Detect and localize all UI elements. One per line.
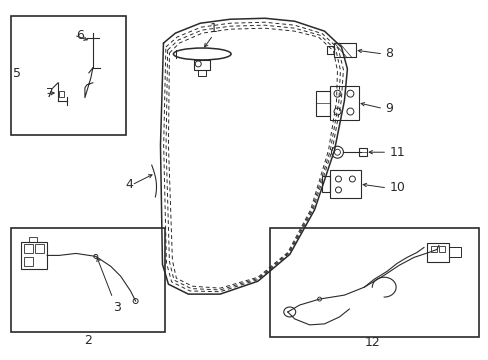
Bar bbox=[29, 237, 37, 242]
Bar bbox=[194, 60, 210, 70]
Bar bbox=[59, 91, 64, 96]
Bar bbox=[269, 228, 478, 337]
Bar bbox=[329, 86, 359, 121]
Bar bbox=[11, 16, 125, 135]
Bar bbox=[448, 247, 460, 257]
Bar bbox=[21, 242, 47, 269]
Bar bbox=[24, 244, 33, 253]
Bar bbox=[438, 247, 444, 252]
Text: 3: 3 bbox=[113, 301, 121, 314]
Bar bbox=[359, 148, 366, 156]
Bar bbox=[35, 244, 44, 253]
Text: 8: 8 bbox=[385, 48, 392, 60]
Text: 7: 7 bbox=[46, 87, 54, 100]
Text: 11: 11 bbox=[388, 146, 404, 159]
Text: 1: 1 bbox=[209, 22, 217, 35]
Bar bbox=[321, 176, 329, 192]
Text: 12: 12 bbox=[364, 336, 379, 349]
Text: 2: 2 bbox=[84, 334, 92, 347]
Bar bbox=[430, 247, 436, 252]
Text: 4: 4 bbox=[125, 179, 133, 192]
Text: 9: 9 bbox=[385, 102, 392, 115]
Bar bbox=[315, 91, 329, 116]
Bar bbox=[11, 228, 165, 332]
Bar bbox=[426, 243, 448, 262]
Bar bbox=[24, 257, 33, 266]
Text: 10: 10 bbox=[388, 181, 404, 194]
Bar bbox=[326, 46, 334, 54]
Bar bbox=[329, 170, 361, 198]
Bar bbox=[334, 43, 356, 57]
Text: 6: 6 bbox=[76, 29, 83, 42]
Bar bbox=[198, 70, 206, 76]
Text: 5: 5 bbox=[13, 67, 21, 80]
